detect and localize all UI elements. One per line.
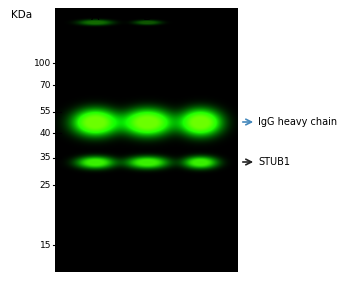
Text: C: C bbox=[195, 10, 204, 23]
Text: STUB1: STUB1 bbox=[258, 157, 290, 167]
Text: 35: 35 bbox=[39, 154, 51, 163]
Text: B: B bbox=[143, 10, 151, 23]
Text: A: A bbox=[91, 10, 99, 23]
Text: 100: 100 bbox=[34, 58, 51, 68]
Text: 15: 15 bbox=[39, 241, 51, 250]
Text: 40: 40 bbox=[40, 128, 51, 137]
Text: KDa: KDa bbox=[11, 10, 33, 20]
Text: 25: 25 bbox=[40, 181, 51, 190]
Text: IgG heavy chain: IgG heavy chain bbox=[258, 117, 337, 127]
Text: 70: 70 bbox=[39, 80, 51, 89]
Text: 55: 55 bbox=[39, 107, 51, 116]
